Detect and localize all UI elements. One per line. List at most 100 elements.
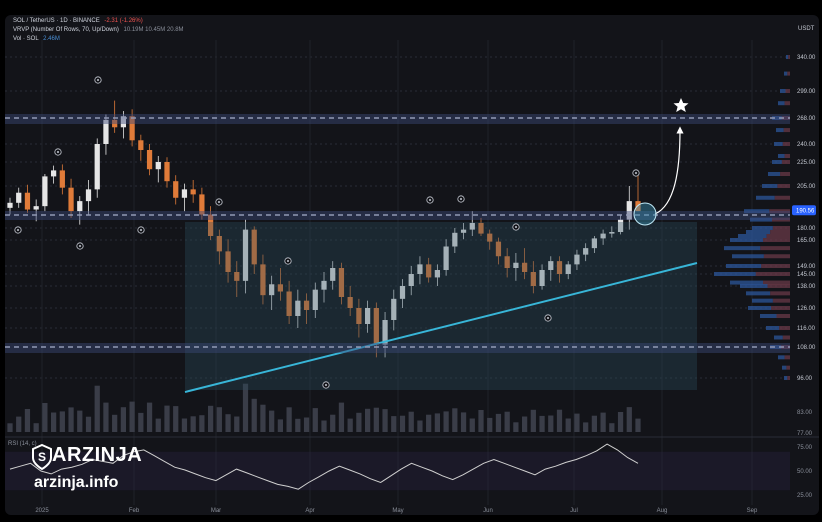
volume-bar [181,418,188,432]
volume-profile-bar-down [788,55,790,59]
volume-tick-label: 77.00 [797,431,813,437]
volume-profile-bar-down [781,116,790,120]
candle-body [487,233,493,242]
candle-body [260,264,266,296]
candle-body [138,140,144,150]
volume-profile-bar-up [752,226,773,230]
candle-body [207,214,214,236]
volume-profile-bar-down [783,128,790,133]
candle-body [434,270,441,278]
price-tick-label: 205.00 [797,184,816,190]
candle-body [164,162,170,182]
candle-body [469,222,475,230]
price-tick-label: 116.00 [797,326,816,332]
pivot-marker-dot [140,229,142,231]
time-tick-label: Jun [483,508,493,514]
volume-bar [600,412,606,432]
volume-bar [548,415,554,432]
pivot-marker-dot [429,199,431,201]
volume-bar [138,412,144,432]
volume-profile-bar-down [766,234,790,238]
candle-body [600,233,606,239]
volume-bar [609,423,615,432]
pivot-marker-dot [97,79,99,81]
volume-bar [635,418,641,432]
candle-body [7,202,13,208]
volume-profile-bar-down [784,355,790,360]
volume-bar [478,410,484,432]
candle-body [129,116,135,141]
volume-profile-bar-down [781,345,790,349]
volume-profile-bar-up [770,345,781,349]
volume-profile-bar-down [780,172,790,176]
pivot-marker-dot [79,245,81,247]
volume-bar [574,413,580,432]
candle-body [495,241,502,257]
target-star-icon [673,98,689,112]
candle-body [617,219,624,232]
price-tick-label: 240.00 [797,142,816,148]
symbol-change: -2.31 (-1.26%) [104,18,143,24]
triangle-shaded-area [185,222,697,390]
candle-body [504,256,510,268]
volume-bar [286,407,292,432]
volume-bar [460,412,467,432]
candle-body [181,189,188,198]
volume-bar [103,402,109,432]
pivot-marker-dot [287,260,289,262]
volume-bar [120,407,127,432]
svg-text:S: S [38,450,46,464]
volume-bar [469,418,475,432]
vrvp-values: 10.19M 10.45M 20.8M [123,27,184,33]
volume-bar [207,405,214,432]
candle-body [391,298,397,320]
volume-profile-bar-up [778,355,785,360]
volume-bar [16,416,22,432]
candle-body [155,162,161,170]
candle-body [574,254,580,265]
volume-profile-bar-up [738,234,767,238]
candle-body [94,144,100,190]
symbol-name: SOL / TetherUS · 1D · BINANCE [13,18,100,24]
vrvp-indicator-line: VRVP (Number Of Rows, 70, Up/Down) 10.19… [13,27,184,33]
candle-body [530,272,536,286]
rsi-tick-label: 50.00 [797,469,813,475]
rsi-line [9,443,639,490]
candle-body [609,232,615,234]
volume-bar [408,411,414,432]
candle-body [478,222,484,234]
price-tick-label: 340.00 [797,55,816,61]
candle-body [77,201,83,212]
candle-body [295,300,301,316]
candle-body [521,262,528,272]
candle-body [460,229,467,233]
volume-bar [591,415,598,432]
candle-body [85,189,92,202]
candle-body [565,264,571,274]
candle-body [50,170,57,177]
volume-profile-bar-up [744,209,770,214]
volume-bar [513,422,519,432]
volume-bar [199,415,205,432]
volume-bar [146,402,153,432]
candle-body [225,251,231,272]
candle-body [112,119,118,128]
pivot-marker-dot [460,198,462,200]
volume-profile-bar-up [778,154,785,158]
candle-body [33,206,39,210]
candle-body [120,116,127,128]
volume-profile-bar-up [760,314,777,318]
candle-body [42,176,48,207]
volume-profile-bar-up [752,298,773,303]
pivot-marker-dot [325,384,327,386]
candle-body [382,320,388,345]
candle-body [146,150,153,170]
price-tick-label: 299.00 [797,89,816,95]
volume-profile-bar-up [776,128,784,133]
volume-bar [164,405,170,432]
volume-bar [583,422,589,432]
candle-body [452,232,458,247]
price-tick-label: 180.00 [797,226,816,232]
price-tick-label: 108.00 [797,345,816,351]
